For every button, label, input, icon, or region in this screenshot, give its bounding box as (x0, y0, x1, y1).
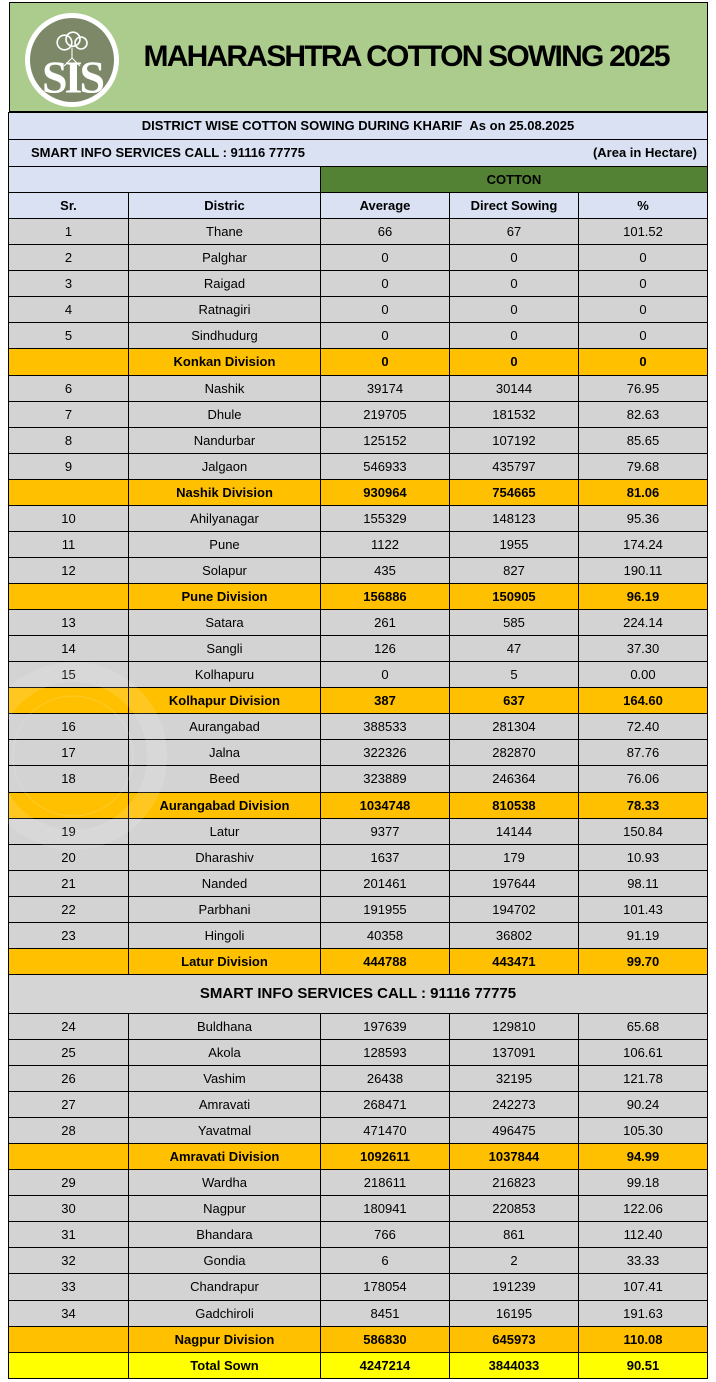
svg-text:SIS: SIS (41, 52, 102, 103)
